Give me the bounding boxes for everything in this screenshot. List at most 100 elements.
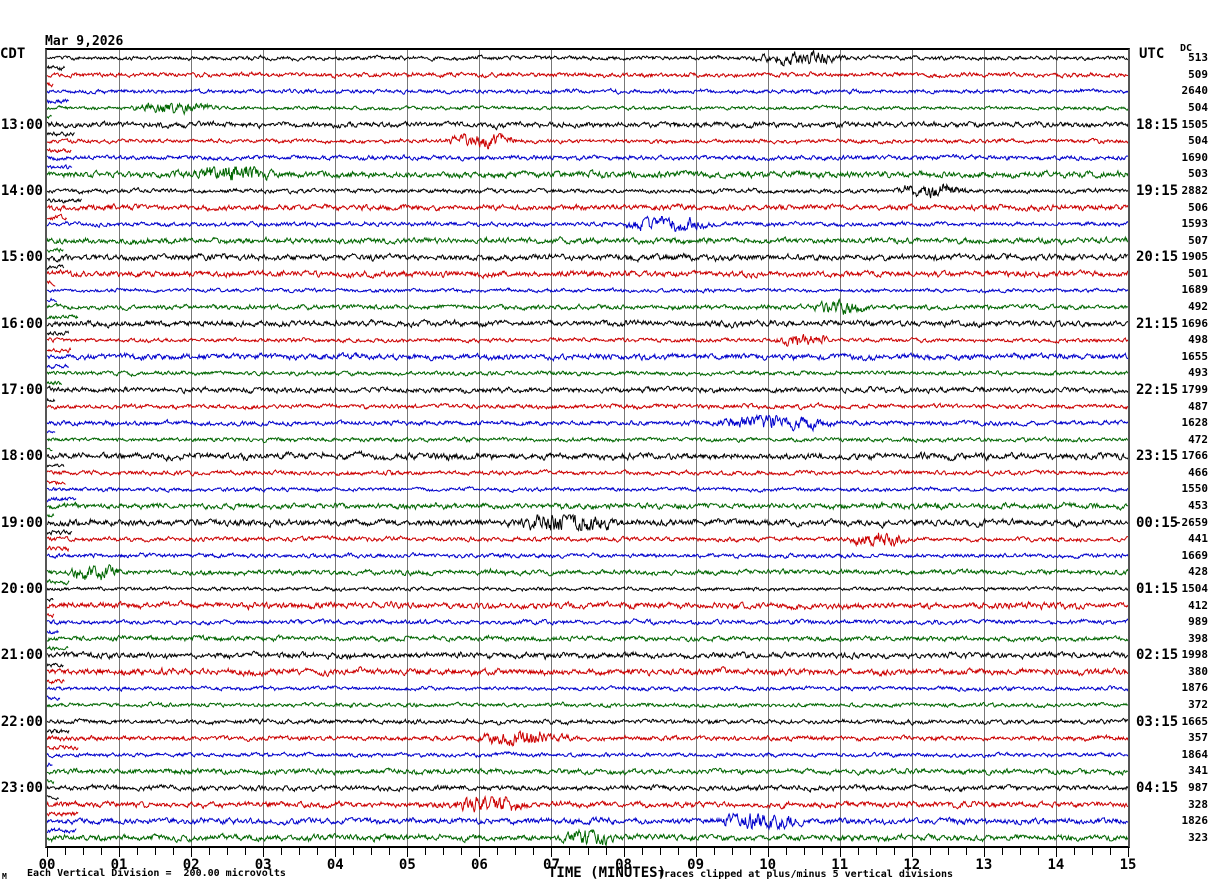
left-time-label: 17:00 <box>0 381 43 398</box>
x-tick-minor <box>605 848 607 855</box>
right-time-label: 04:15 <box>1136 779 1179 796</box>
x-tick-major <box>551 848 553 857</box>
x-tick-major <box>623 848 625 857</box>
trace-line <box>47 665 1128 678</box>
dc-value: 1826 <box>1181 814 1209 828</box>
dc-value: 323 <box>1188 830 1208 844</box>
dc-value: -2659 <box>1174 515 1208 529</box>
trace-line <box>47 369 1128 378</box>
trace-overlap-stub <box>47 598 54 603</box>
grid-line-vertical <box>839 50 841 846</box>
trace-overlap-stub <box>47 578 70 586</box>
trace-line <box>47 468 1128 477</box>
helicorder-plot[interactable] <box>45 48 1130 848</box>
x-tick-label: 14 <box>1047 857 1065 873</box>
trace-line <box>47 318 1128 329</box>
x-tick-minor <box>83 848 85 855</box>
left-time-label: 15:00 <box>0 249 43 266</box>
trace-line <box>47 119 1128 131</box>
x-tick-major <box>983 848 985 857</box>
x-tick-minor <box>677 848 679 855</box>
trace-line <box>47 551 1128 560</box>
right-time-label: 18:15 <box>1136 116 1179 133</box>
trace-line <box>47 449 1128 463</box>
x-tick-minor <box>101 848 103 855</box>
x-tick-label: 10 <box>759 857 777 873</box>
dc-value: 441 <box>1188 532 1208 546</box>
dc-value: 412 <box>1188 598 1208 612</box>
trace-line <box>47 650 1128 661</box>
trace-overlap-stub <box>47 545 70 553</box>
trace-overlap-stub <box>47 528 73 536</box>
x-tick-minor <box>875 848 877 855</box>
x-tick-label: 01 <box>110 857 128 873</box>
x-tick-minor <box>173 848 175 855</box>
trace-line <box>47 767 1128 777</box>
trace-line <box>47 563 1128 581</box>
dc-value: 328 <box>1188 797 1208 811</box>
x-tick-minor <box>137 848 139 855</box>
x-tick-major <box>911 848 913 857</box>
trace-overlap-stub <box>47 81 54 88</box>
x-tick-minor <box>587 848 589 855</box>
left-time-label: 20:00 <box>0 580 43 597</box>
trace-overlap-stub <box>47 795 59 801</box>
dc-value: 1665 <box>1181 714 1209 728</box>
trace-line <box>47 334 1128 347</box>
trace-overlap-stub <box>47 762 53 768</box>
trace-overlap-stub <box>47 778 55 785</box>
trace-line <box>47 532 1128 548</box>
x-tick-minor <box>497 848 499 855</box>
dc-value: 1504 <box>1181 581 1209 595</box>
x-tick-label: 03 <box>254 857 272 873</box>
x-tick-minor <box>659 848 661 855</box>
dc-value: 341 <box>1188 764 1208 778</box>
trace-line <box>47 634 1128 643</box>
grid-line-vertical <box>983 50 985 846</box>
trace-line <box>47 50 1128 67</box>
seismic-traces <box>47 50 1128 846</box>
right-time-label: 23:15 <box>1136 448 1179 465</box>
trace-overlap-stub <box>47 164 73 170</box>
trace-overlap-stub <box>47 114 52 120</box>
x-tick-minor <box>209 848 211 855</box>
trace-line <box>47 182 1128 199</box>
x-tick-minor <box>1001 848 1003 855</box>
trace-line <box>47 235 1128 246</box>
vertical-division-note: Each Vertical Division = 200.00 microvol… <box>27 868 286 879</box>
x-tick-minor <box>731 848 733 855</box>
trace-overlap-stub <box>47 744 79 751</box>
dc-value: 492 <box>1188 300 1208 314</box>
left-time-label: 13:00 <box>0 116 43 133</box>
x-axis: 00 01 02 03 04 05 06 07 08 09 10 11 12 13 14 15 <box>39 848 1136 873</box>
dc-value: 989 <box>1188 615 1208 629</box>
trace-line <box>47 795 1128 813</box>
dc-value: 1593 <box>1181 217 1209 231</box>
dc-value: 987 <box>1188 780 1208 794</box>
x-tick-minor <box>461 848 463 855</box>
right-time-label: 03:15 <box>1136 713 1179 730</box>
x-tick-label: 02 <box>182 857 200 873</box>
right-time-label: 01:15 <box>1136 580 1179 597</box>
trace-line <box>47 618 1128 626</box>
trace-overlap-stub <box>47 645 69 652</box>
x-tick-label: 09 <box>687 857 705 873</box>
x-tick-minor <box>65 848 67 855</box>
dc-value: 1766 <box>1181 449 1209 463</box>
dc-value: 501 <box>1188 266 1208 280</box>
trace-line <box>47 599 1128 612</box>
dc-value: 472 <box>1188 432 1208 446</box>
trace-line <box>47 87 1128 96</box>
x-tick-minor <box>1073 848 1075 855</box>
trace-overlap-stub <box>47 279 56 287</box>
dc-value: 428 <box>1188 565 1208 579</box>
grid-line-vertical <box>263 50 265 846</box>
x-tick-minor <box>803 848 805 855</box>
trace-canvas <box>47 50 1128 846</box>
trace-overlap-stub <box>47 463 65 468</box>
left-time-label: 19:00 <box>0 514 43 531</box>
corner-mark: M <box>2 872 7 881</box>
dc-value: 1655 <box>1181 349 1209 363</box>
dc-value: 1998 <box>1181 648 1209 662</box>
x-tick-major <box>767 848 769 857</box>
